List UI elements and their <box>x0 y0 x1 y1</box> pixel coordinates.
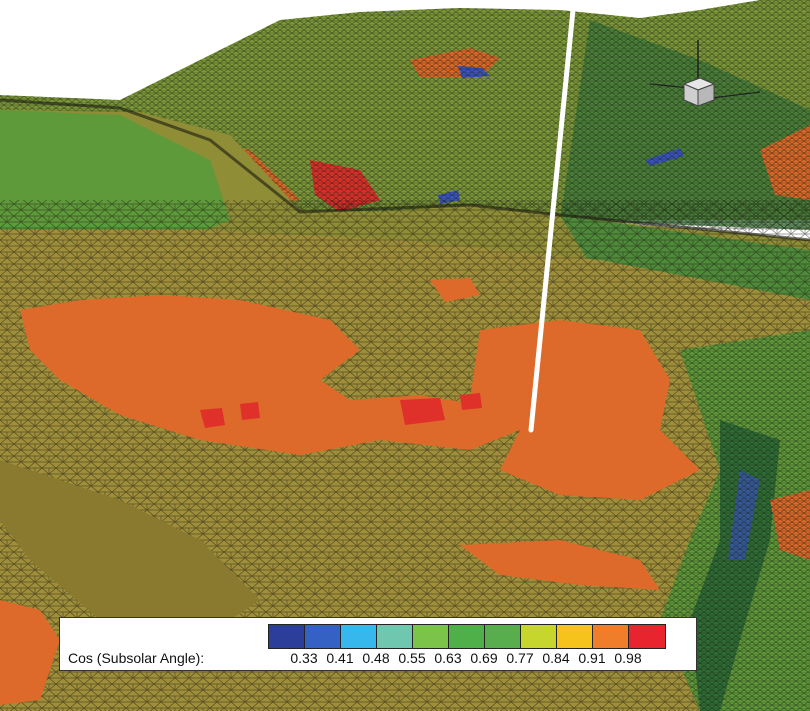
legend-swatch <box>629 625 665 648</box>
legend-tick-label: 0.33 <box>290 650 318 666</box>
legend-swatch <box>341 625 377 648</box>
legend-tick-label: 0.91 <box>578 650 606 666</box>
legend-swatch <box>557 625 593 648</box>
color-scale-bar <box>268 624 666 649</box>
orange-plateau-right <box>470 320 700 500</box>
legend-tick-label: 0.48 <box>362 650 390 666</box>
crest-line <box>0 98 810 242</box>
sun-direction-line <box>528 7 576 433</box>
orange-patch-top <box>430 278 480 302</box>
legend-swatch <box>269 625 305 648</box>
camera-axes-cube-icon <box>649 40 761 107</box>
legend-swatch <box>305 625 341 648</box>
legend-title: Cos (Subsolar Angle): <box>68 650 205 666</box>
legend-tick-label: 0.41 <box>326 650 354 666</box>
orange-band-lower <box>460 540 660 590</box>
orange-band-left <box>0 600 60 705</box>
legend-swatch <box>485 625 521 648</box>
color-scale-legend: Cos (Subsolar Angle): 0.33 0.41 0.48 0.55 0.… <box>59 617 697 671</box>
red-spot-2 <box>240 402 260 420</box>
legend-tick-label: 0.69 <box>470 650 498 666</box>
legend-swatch <box>449 625 485 648</box>
red-spot-3 <box>400 398 445 425</box>
red-spot-1 <box>200 408 225 428</box>
legend-tick-label: 0.98 <box>614 650 642 666</box>
legend-swatch <box>377 625 413 648</box>
legend-tick-label: 0.77 <box>506 650 534 666</box>
legend-swatch <box>593 625 629 648</box>
legend-tick-label: 0.84 <box>542 650 570 666</box>
legend-tick-label: 0.55 <box>398 650 426 666</box>
legend-swatch <box>521 625 557 648</box>
orange-plateau-left <box>20 295 520 455</box>
legend-tick-label: 0.63 <box>434 650 462 666</box>
legend-swatch <box>413 625 449 648</box>
olive-lower-slope <box>0 460 260 640</box>
red-spot-4 <box>460 393 482 410</box>
